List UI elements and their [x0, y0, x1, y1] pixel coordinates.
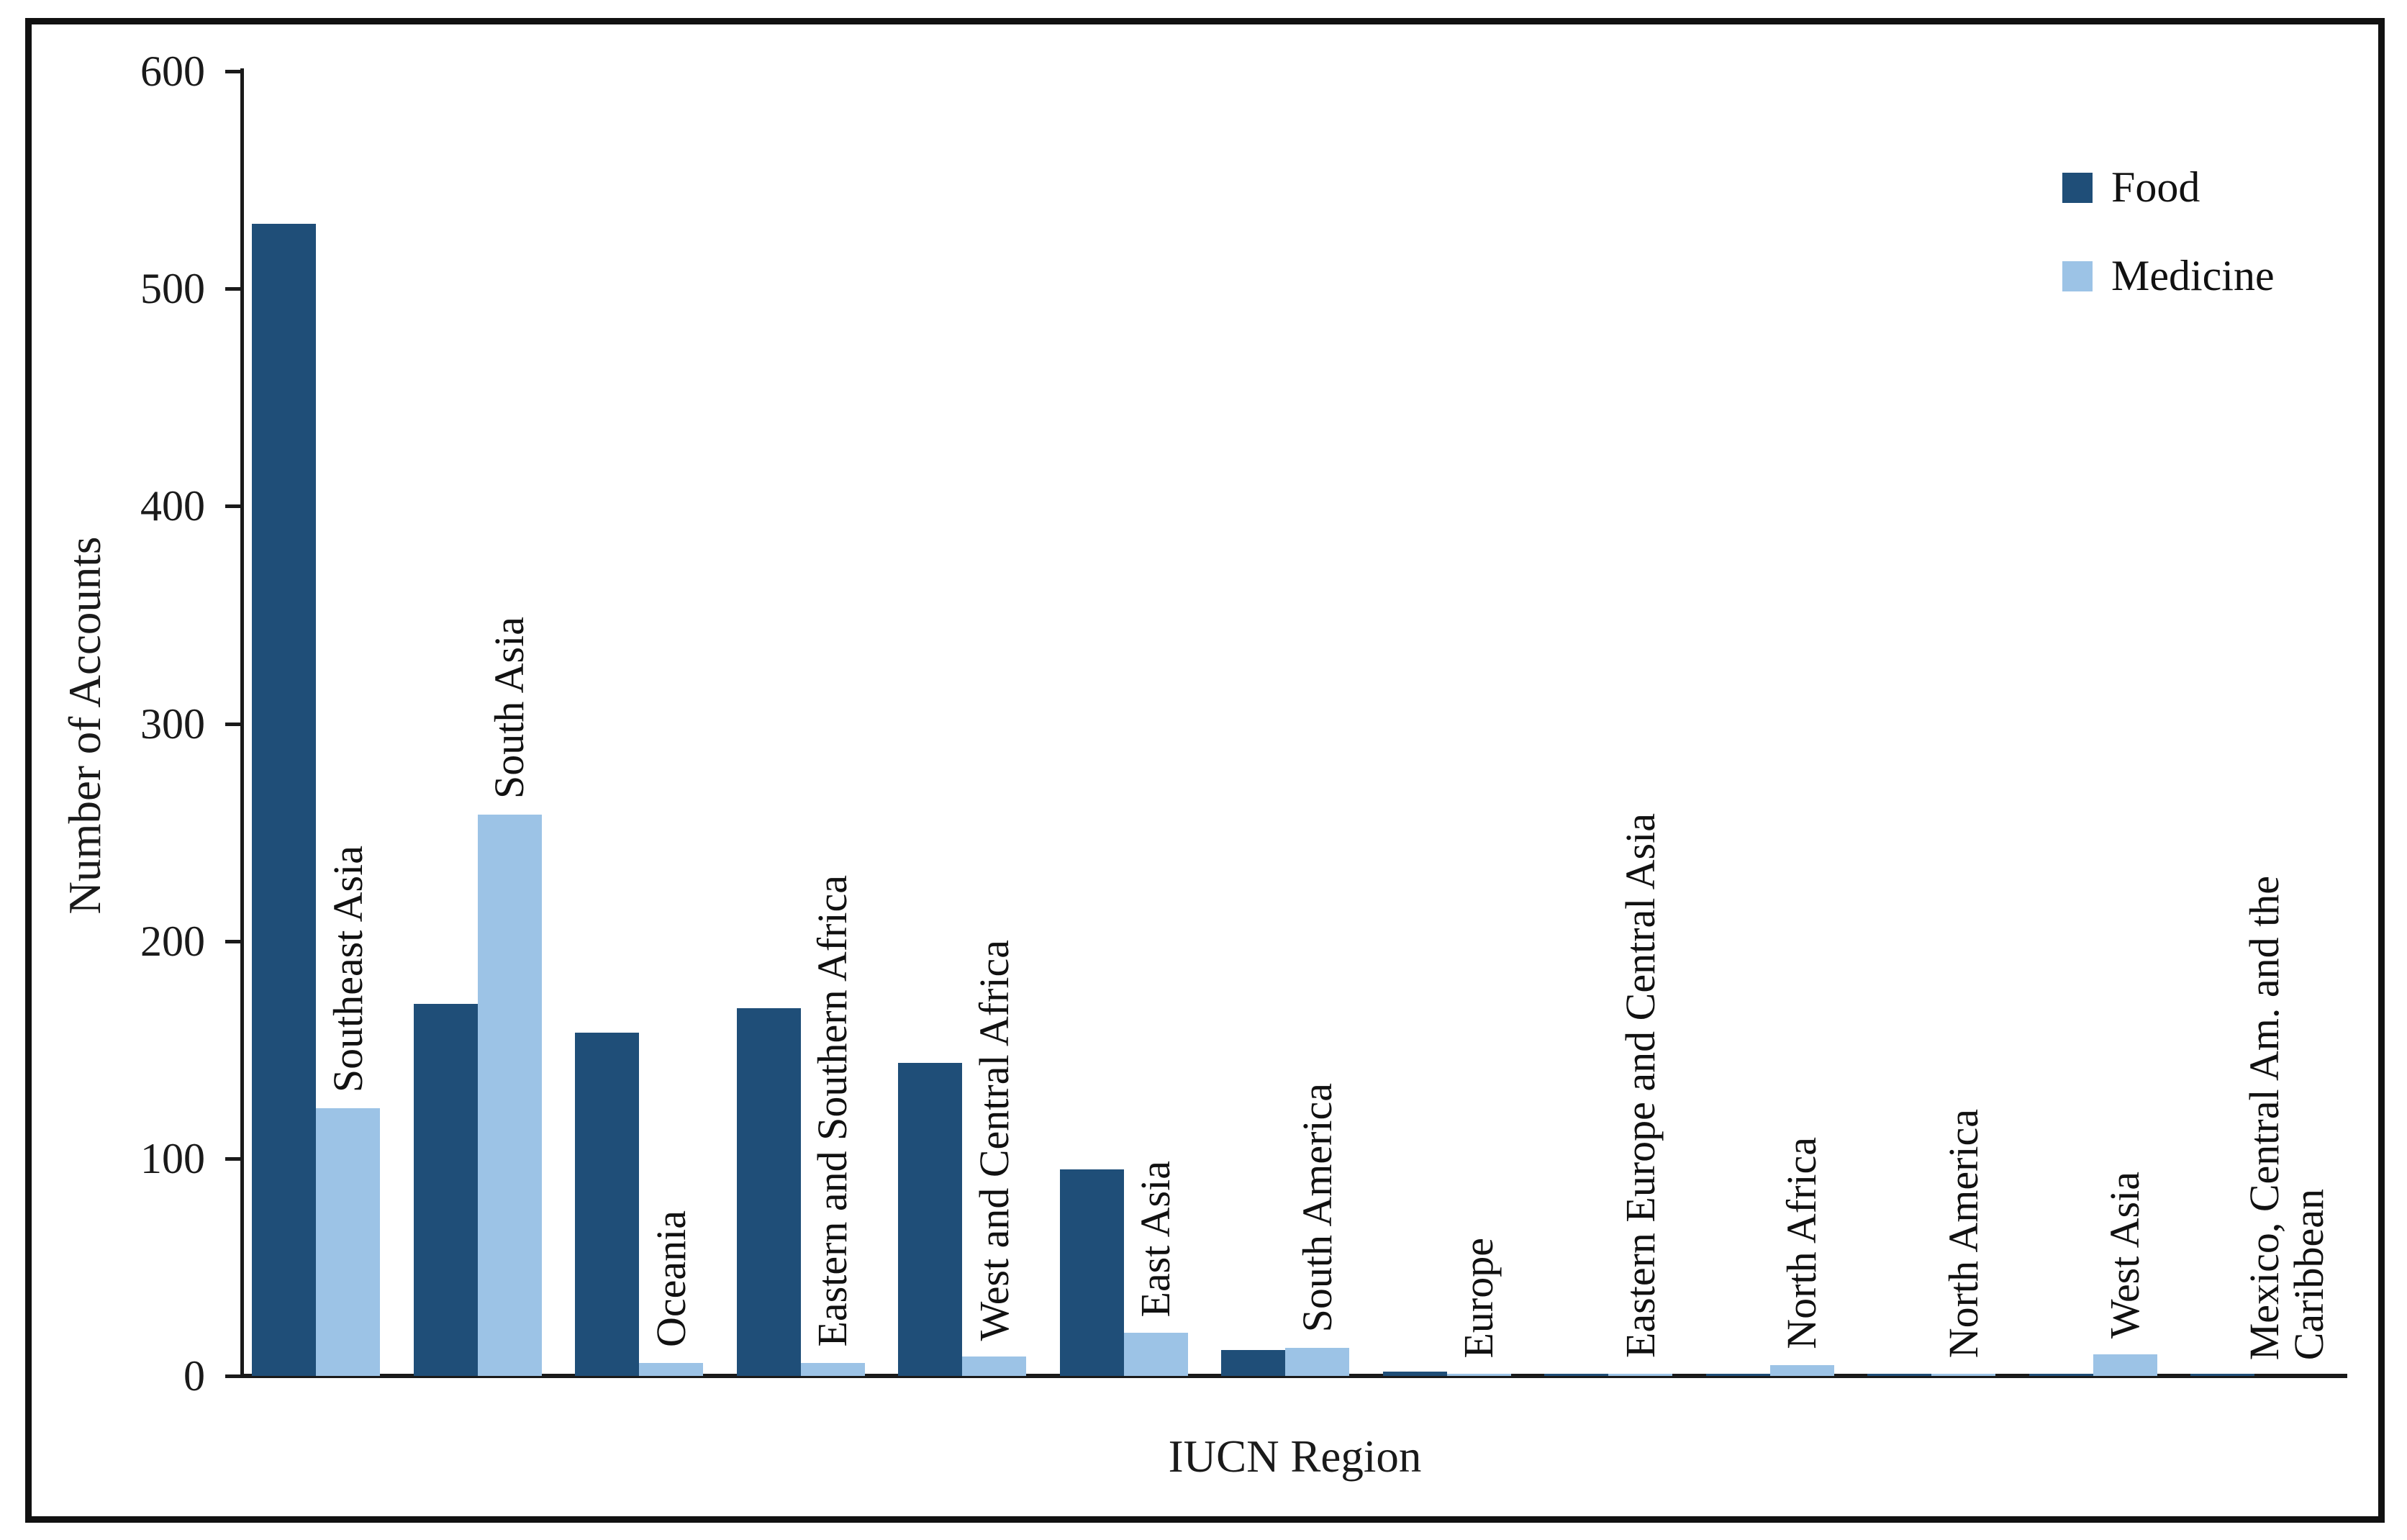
- food-bar: [1059, 1169, 1124, 1376]
- medicine-bar: [477, 815, 542, 1376]
- food-bar: [1867, 1374, 1931, 1376]
- y-axis-title: Number of Accounts: [60, 536, 110, 915]
- y-tick-label: 100: [140, 1134, 205, 1182]
- food-bar: [1705, 1374, 1770, 1376]
- y-tick-label: 600: [140, 47, 205, 95]
- y-tick-label: 300: [140, 699, 205, 748]
- category-label: East Asia: [1132, 1160, 1179, 1317]
- food-bar: [1382, 1372, 1447, 1376]
- food-bar: [413, 1004, 478, 1376]
- category-label: North America: [1939, 1108, 1987, 1358]
- food-bar: [575, 1033, 639, 1376]
- category-label: Mexico, Central Am. and the Caribbean: [2240, 875, 2332, 1360]
- medicine-bar: [1285, 1348, 1349, 1376]
- food-bar: [736, 1008, 801, 1376]
- medicine-bar: [316, 1108, 380, 1376]
- y-tick-label: 400: [140, 482, 205, 530]
- category-label: West Asia: [2101, 1171, 2148, 1339]
- medicine-bar: [962, 1356, 1026, 1376]
- y-tick: [225, 1156, 242, 1161]
- legend: Food Medicine: [2062, 163, 2275, 340]
- y-tick-label: 200: [140, 917, 205, 965]
- x-axis-title: IUCN Region: [1168, 1431, 1422, 1482]
- legend-item-medicine: Medicine: [2062, 251, 2275, 301]
- food-bar: [1221, 1350, 1285, 1376]
- legend-item-food: Food: [2062, 163, 2275, 212]
- food-bar: [252, 224, 316, 1376]
- category-label: South Asia: [486, 617, 532, 799]
- medicine-bar: [800, 1363, 865, 1376]
- y-tick: [225, 1374, 242, 1378]
- y-tick: [225, 70, 242, 73]
- category-label: South America: [1293, 1082, 1341, 1332]
- legend-swatch-medicine: [2062, 261, 2093, 291]
- legend-swatch-food: [2062, 172, 2093, 203]
- x-axis-line: [240, 1374, 2347, 1378]
- y-tick-label: 0: [183, 1352, 205, 1400]
- food-bar: [2029, 1374, 2093, 1376]
- category-label: Eastern and Southern Africa: [809, 875, 856, 1347]
- food-bar: [898, 1063, 962, 1376]
- medicine-bar: [2093, 1354, 2157, 1376]
- medicine-bar: [1931, 1374, 1995, 1376]
- y-tick: [225, 722, 242, 726]
- medicine-bar: [1446, 1374, 1511, 1376]
- category-label: Oceania: [647, 1210, 694, 1347]
- legend-label: Food: [2111, 163, 2200, 211]
- category-label: Eastern Europe and Central Asia: [1616, 813, 1664, 1358]
- y-tick: [225, 287, 242, 291]
- legend-label: Medicine: [2111, 252, 2275, 299]
- medicine-bar: [639, 1363, 703, 1376]
- food-bar: [2190, 1374, 2254, 1376]
- y-tick-label: 500: [140, 265, 205, 313]
- food-bar: [1544, 1374, 1608, 1376]
- category-label: West and Central Africa: [970, 939, 1017, 1341]
- category-label: Europe: [1455, 1237, 1502, 1359]
- y-tick: [225, 939, 242, 943]
- medicine-bar: [1769, 1365, 1834, 1376]
- y-tick: [225, 504, 242, 509]
- category-label: Southeast Asia: [324, 845, 371, 1092]
- medicine-bar: [1608, 1374, 1672, 1376]
- medicine-bar: [1123, 1333, 1188, 1376]
- category-label: North Africa: [1778, 1137, 1825, 1349]
